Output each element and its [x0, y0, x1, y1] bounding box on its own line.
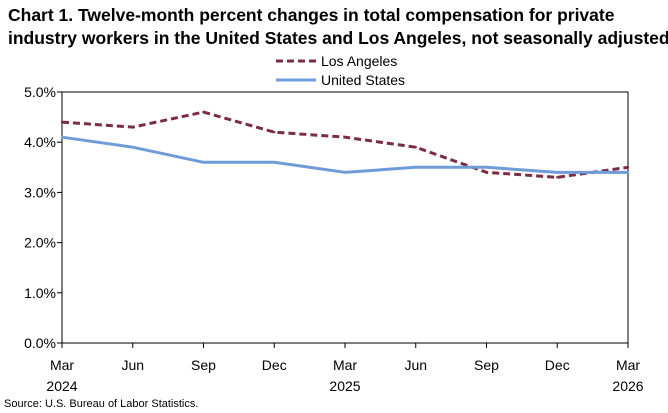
data-point-united-states — [131, 146, 134, 149]
data-point-united-states — [273, 161, 276, 164]
chart-title: Chart 1. Twelve-month percent changes in… — [8, 4, 668, 50]
data-point-united-states — [556, 171, 559, 174]
chart-title-line-2: industry workers in the United States an… — [8, 28, 668, 48]
x-tick-label: Sep — [474, 357, 499, 373]
x-axis: Mar 2024 Jun Sep Dec Mar 2025 Jun Sep Dec Mar 2026 — [46, 343, 644, 394]
legend-label-united-states: United States — [321, 72, 405, 88]
data-point-los-angeles — [556, 176, 559, 179]
y-axis: 0.0% 1.0% 2.0% 3.0% 4.0% 5.0% — [24, 84, 62, 351]
x-tick-label: Mar 2025 — [329, 357, 360, 394]
x-tick-label: Jun — [404, 357, 427, 373]
series-line-los-angeles — [61, 110, 629, 179]
data-point-united-states — [414, 166, 417, 169]
y-tick-label: 2.0% — [24, 235, 56, 251]
x-tick-label: Dec — [545, 357, 570, 373]
plot-area-border — [61, 91, 629, 344]
y-tick-label: 4.0% — [24, 134, 56, 150]
x-tick-label: Mar 2026 — [612, 357, 643, 394]
y-tick-label: 5.0% — [24, 84, 56, 100]
data-point-los-angeles — [131, 125, 134, 129]
x-tick-label: Dec — [262, 357, 287, 373]
chart-title-line-1: Chart 1. Twelve-month percent changes in… — [8, 5, 615, 25]
data-point-united-states — [626, 171, 630, 174]
x-tick-label: Jun — [121, 357, 144, 373]
data-point-los-angeles — [414, 146, 417, 149]
data-point-united-states — [202, 161, 205, 164]
series-line-united-states — [61, 135, 628, 174]
legend: Los Angeles United States — [276, 53, 405, 88]
data-point-los-angeles — [343, 135, 347, 139]
y-tick-label: 0.0% — [24, 335, 56, 351]
data-point-united-states — [60, 135, 64, 139]
data-point-united-states — [485, 166, 488, 169]
x-tick-label: Sep — [191, 357, 216, 373]
data-point-los-angeles — [273, 130, 276, 134]
data-point-los-angeles — [202, 110, 205, 114]
series-lines — [60, 110, 630, 179]
data-point-los-angeles — [626, 166, 630, 169]
x-tick-label: Mar 2024 — [46, 357, 77, 394]
y-tick-label: 1.0% — [24, 285, 56, 301]
data-point-united-states — [343, 171, 347, 174]
y-tick-label: 3.0% — [24, 184, 56, 200]
source-note: Source: U.S. Bureau of Labor Statistics. — [4, 398, 199, 410]
data-point-los-angeles — [485, 171, 488, 174]
data-point-los-angeles — [60, 120, 64, 124]
legend-label-los-angeles: Los Angeles — [321, 53, 397, 69]
